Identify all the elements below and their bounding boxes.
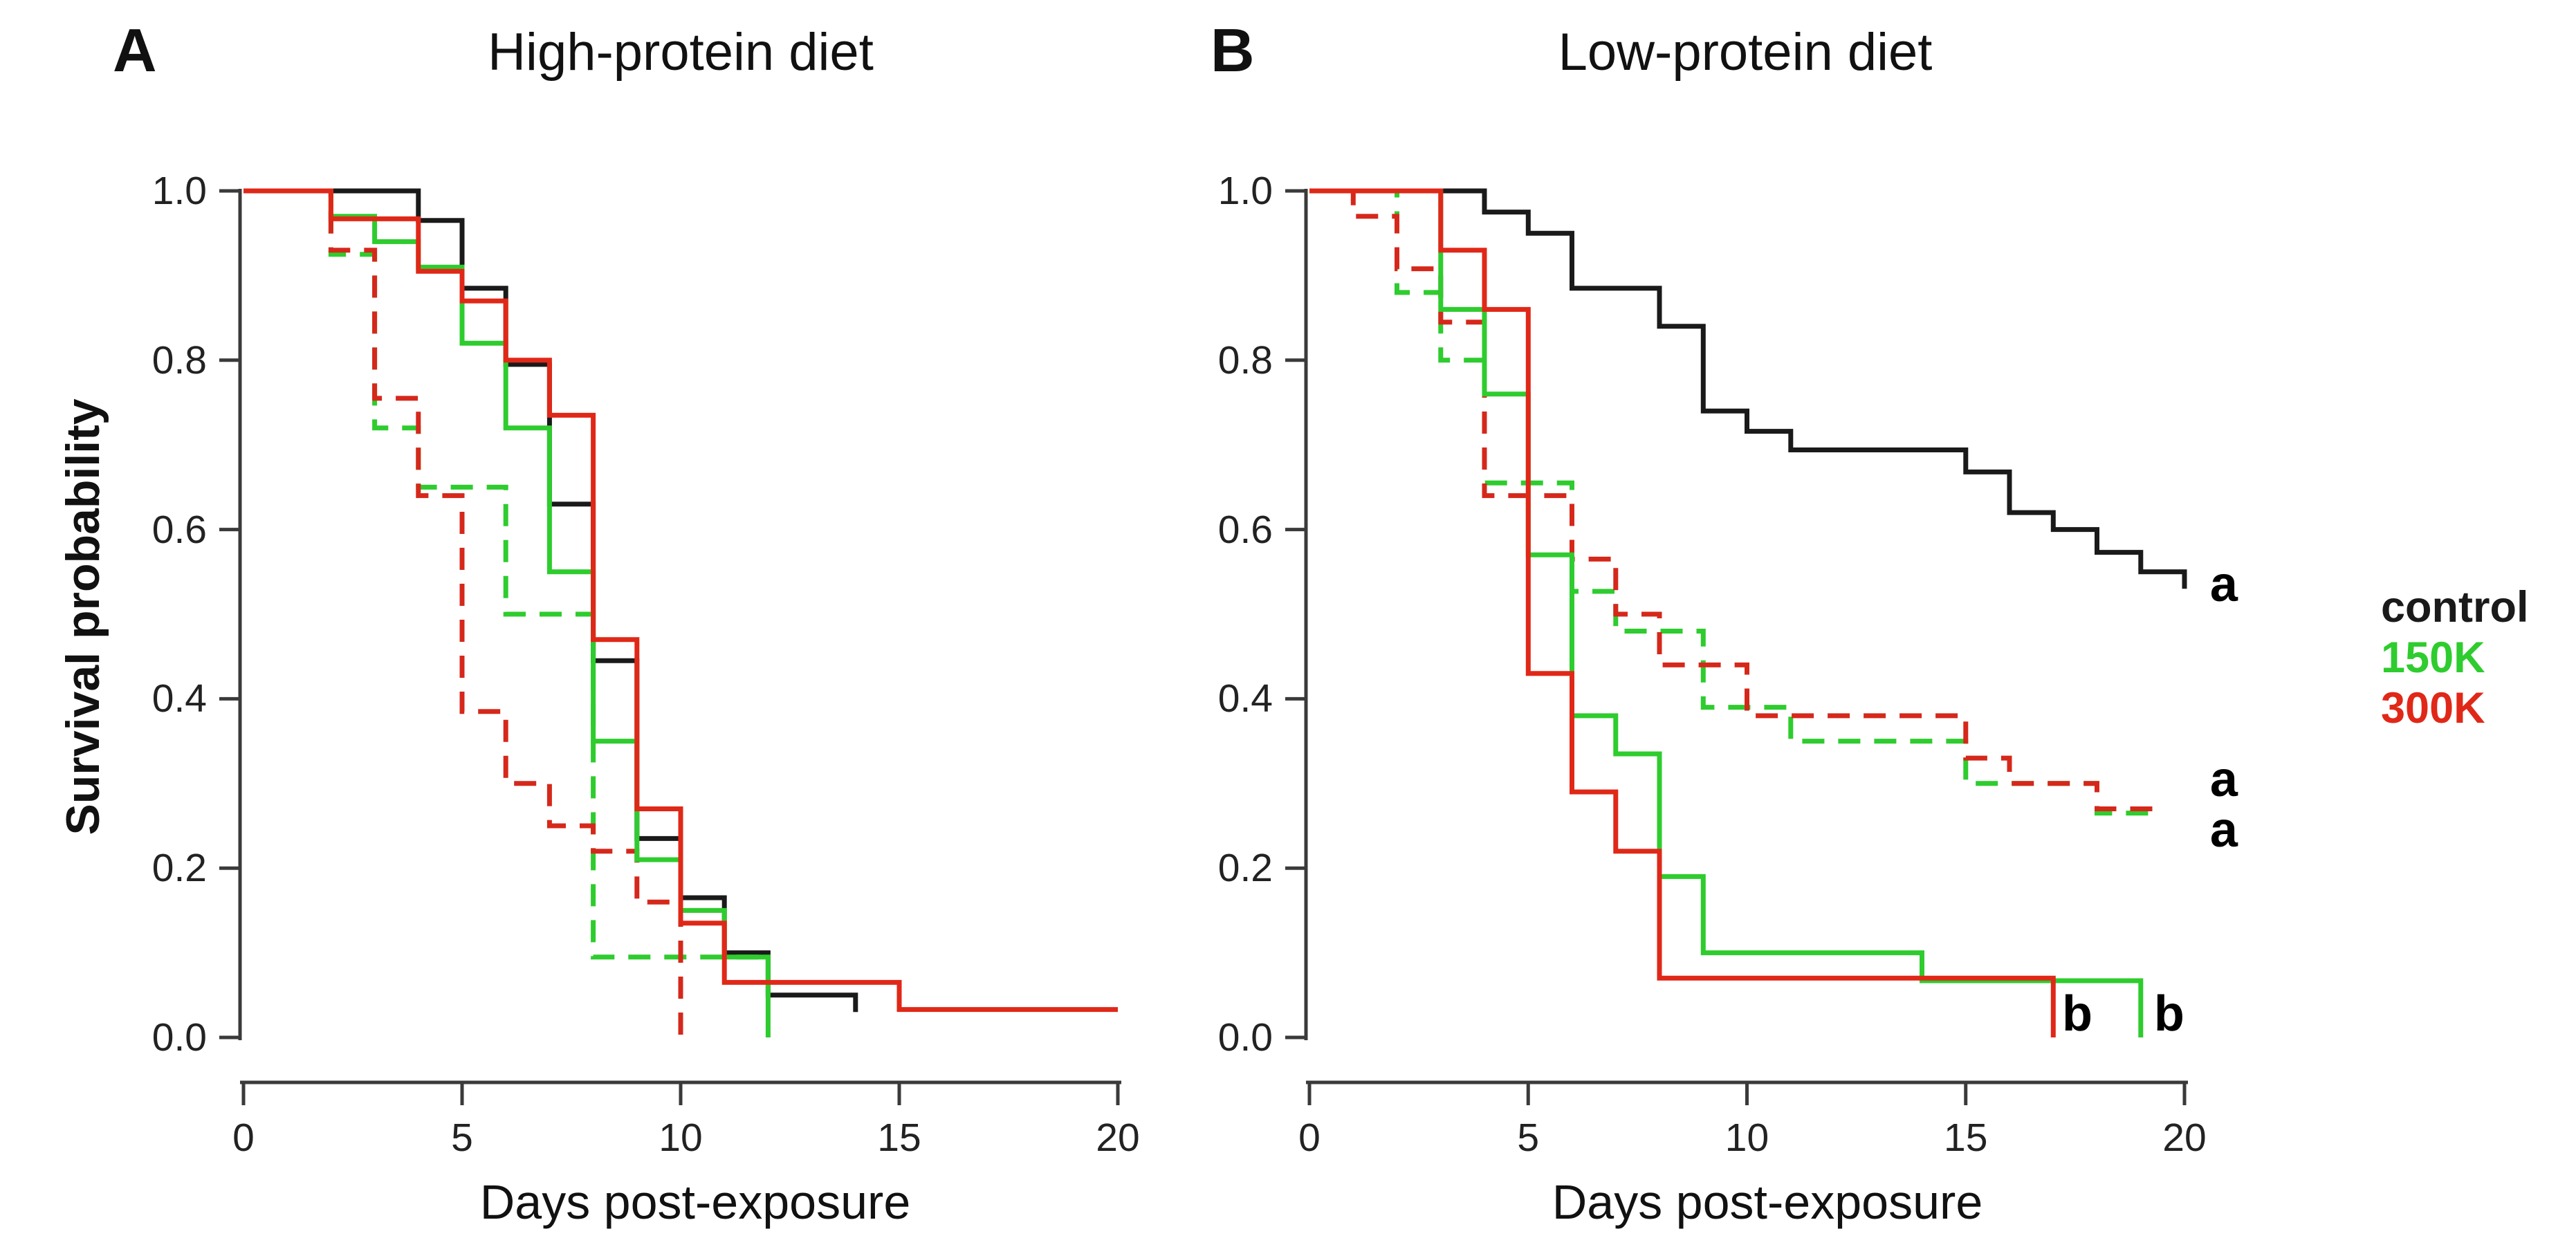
series-150K bbox=[243, 188, 771, 1037]
y-tick-label: 0.0 bbox=[1217, 1015, 1273, 1060]
y-tick-label: 0.8 bbox=[1217, 338, 1273, 382]
x-axis-label-a: Days post-exposure bbox=[479, 1175, 911, 1229]
x-tick-label: 5 bbox=[1517, 1116, 1540, 1160]
y-tick-label: 0.6 bbox=[151, 507, 207, 552]
x-tick-label: 10 bbox=[1724, 1116, 1769, 1160]
y-tick-label: 0.4 bbox=[151, 676, 207, 721]
panel-a-letter: A bbox=[113, 16, 157, 84]
y-tick-label: 0.6 bbox=[1217, 507, 1273, 552]
panel-b-title: Low-protein diet bbox=[1558, 23, 1933, 82]
annotation-label: b bbox=[2062, 986, 2093, 1042]
annotation-label: b bbox=[2153, 986, 2184, 1042]
annotation-label: a bbox=[2209, 751, 2238, 807]
y-tick-label: 0.2 bbox=[1217, 846, 1273, 891]
annotation-label: a bbox=[2209, 557, 2238, 613]
legend-item-control: control bbox=[2381, 583, 2529, 631]
legend-item-150K: 150K bbox=[2381, 634, 2485, 682]
series-control bbox=[243, 188, 858, 1013]
y-tick-label: 1.0 bbox=[1217, 169, 1273, 213]
x-tick-label: 20 bbox=[1096, 1116, 1140, 1160]
y-tick-label: 0.2 bbox=[151, 846, 207, 891]
series-300K bbox=[1309, 188, 2056, 1037]
x-tick-label: 15 bbox=[877, 1116, 921, 1160]
y-tick-label: 0.4 bbox=[1217, 676, 1273, 721]
panel-b-letter: B bbox=[1211, 16, 1255, 84]
panel-a-title: High-protein diet bbox=[488, 23, 874, 82]
annotation-label: a bbox=[2209, 802, 2238, 858]
legend: control 150K 300K bbox=[2381, 582, 2529, 734]
y-axis-label: Survival probability bbox=[57, 398, 109, 835]
x-tick-label: 5 bbox=[451, 1116, 473, 1160]
y-tick-label: 0.0 bbox=[151, 1015, 207, 1060]
series-300K bbox=[243, 188, 1118, 1013]
x-tick-label: 20 bbox=[2162, 1116, 2207, 1160]
x-tick-label: 0 bbox=[232, 1116, 255, 1160]
x-tick-label: 10 bbox=[659, 1116, 703, 1160]
series-150K bbox=[1309, 188, 2144, 1037]
y-tick-label: 1.0 bbox=[151, 169, 207, 213]
y-tick-label: 0.8 bbox=[151, 338, 207, 382]
x-tick-label: 0 bbox=[1298, 1116, 1321, 1160]
series-control bbox=[1309, 188, 2187, 589]
legend-item-300K: 300K bbox=[2381, 684, 2485, 732]
x-tick-label: 15 bbox=[1944, 1116, 1988, 1160]
series-150K-dashed bbox=[1309, 188, 2159, 816]
x-axis-label-b: Days post-exposure bbox=[1552, 1175, 1983, 1229]
series-300K-dashed bbox=[1309, 188, 2154, 811]
